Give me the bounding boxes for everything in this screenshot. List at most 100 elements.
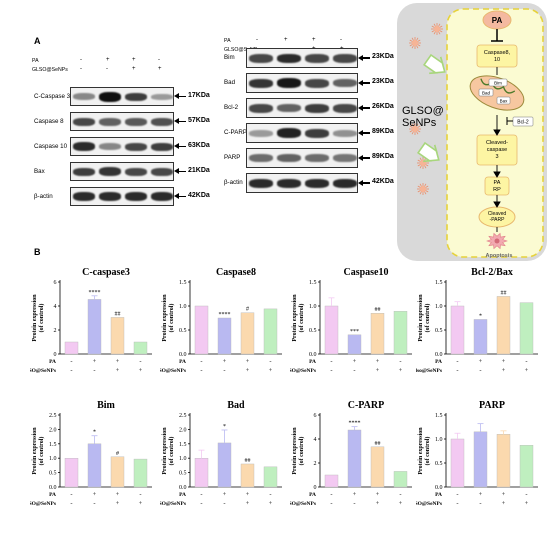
treatment-sign: -: [93, 500, 95, 507]
treatment-sign: -: [330, 367, 332, 374]
chart-ylabel: (of control): [298, 437, 305, 466]
blot-treatment-name: GLSO@SeNPs: [32, 67, 68, 73]
blot-arrow-icon: [360, 107, 370, 109]
blot-row-label: Caspase 8: [34, 117, 64, 125]
blot-band: [277, 178, 301, 188]
y-tick-label: 1.0: [309, 304, 317, 310]
bax-tag: [496, 96, 511, 105]
treatment-label: GLSO@SeNPs: [290, 368, 316, 374]
bim-tag: [488, 78, 508, 87]
significance-label: ##: [375, 307, 381, 313]
blot-band: [73, 192, 95, 201]
apoptosis-schematic: GLSO@ SeNPs PA Caspase8, 10 Bim Bad Bax Bc…: [397, 3, 547, 261]
treatment-label: PA: [179, 359, 186, 365]
bar: [64, 341, 79, 355]
blot-band: [151, 192, 173, 201]
treatment-sign: -: [70, 491, 72, 498]
chart-ylabel: Protein expression: [292, 427, 298, 475]
blot-row-kda: 26KDa: [372, 103, 394, 110]
chart-ylabel: Protein expression: [32, 294, 38, 342]
blot-arrow-head: [358, 104, 363, 111]
blot-arrow-head: [174, 118, 179, 124]
treatment-sign: +: [376, 491, 380, 498]
treatment-sign: -: [330, 491, 332, 498]
blot-band: [125, 92, 147, 101]
blot-band: [249, 103, 273, 113]
blot-treatment-sign: +: [284, 37, 288, 43]
treatment-sign: +: [93, 491, 97, 498]
treatment-sign: +: [116, 367, 120, 374]
y-tick-label: 2.0: [49, 427, 57, 433]
treatment-label: PA: [49, 492, 56, 498]
blot-row-kda: 23KDa: [372, 53, 394, 60]
treatment-label: PA: [309, 359, 316, 365]
blot-row-label: Bad: [224, 79, 236, 86]
blot-band: [249, 178, 273, 188]
chart-title: PARP: [479, 400, 505, 411]
blot-arrow-head: [358, 79, 363, 86]
blot-band: [151, 117, 173, 126]
blot-arrow-icon: [176, 120, 186, 122]
chart-title: Bcl-2/Bax: [471, 267, 513, 278]
treatment-sign: +: [116, 358, 120, 365]
bar: [133, 458, 148, 488]
chart-title: Caspase8: [216, 267, 256, 278]
blot-treatment-name: GLSO@SeNPs: [224, 47, 260, 53]
bar: [110, 456, 125, 488]
blot-arrow-head: [358, 54, 363, 61]
treatment-sign: -: [93, 367, 95, 374]
treatment-sign: +: [479, 491, 483, 498]
bar: [370, 313, 385, 355]
blot-band: [249, 129, 273, 137]
treatment-sign: -: [479, 500, 481, 507]
blot-band: [125, 192, 147, 201]
cell-membrane-dashes: [446, 8, 544, 258]
y-tick-label: 0.0: [435, 352, 443, 358]
blot-band: [73, 93, 95, 100]
bar-chart-0: C-caspase3 Protein expression (of control)…: [30, 267, 152, 374]
blot-row-kda: 21KDa: [188, 166, 210, 174]
y-tick-label: 2: [54, 328, 57, 334]
chart-ylabel: (of control): [168, 437, 175, 466]
treatment-sign: -: [525, 491, 527, 498]
arrow-group: [417, 53, 446, 163]
y-tick-label: 1.0: [435, 437, 443, 443]
blot-band: [305, 78, 329, 88]
y-tick-label: 1.5: [435, 280, 443, 286]
treatment-sign: -: [353, 367, 355, 374]
blot-treatment-sign: +: [132, 57, 136, 63]
blot-treatment-sign: -: [80, 66, 82, 72]
y-tick-label: 0.5: [435, 461, 443, 467]
nanoparticle-icon: [409, 37, 421, 49]
bar: [263, 466, 278, 488]
chart-ylabel: Protein expression: [418, 427, 424, 475]
y-tick-label: 1.0: [179, 304, 187, 310]
bar: [64, 458, 79, 488]
chart-ylabel: (of control): [424, 437, 431, 466]
treatment-sign: -: [200, 367, 202, 374]
blot-band: [99, 91, 121, 102]
bar: [496, 296, 511, 355]
blot-strip: [246, 123, 358, 143]
nanoparticle-group: [409, 23, 443, 195]
blot-band: [99, 192, 121, 201]
treatment-label: GLSO@SeNPs: [416, 501, 442, 507]
chart-title: C-caspase3: [82, 267, 130, 278]
treatment-sign: -: [330, 358, 332, 365]
treatment-sign: +: [246, 500, 250, 507]
treatment-sign: -: [456, 500, 458, 507]
blot-band: [125, 117, 147, 126]
blot-arrow-head: [358, 129, 363, 136]
blot-strip: [70, 187, 174, 206]
y-tick-label: 0.5: [309, 328, 317, 334]
bar: [133, 341, 148, 355]
treatment-sign: +: [246, 367, 250, 374]
blot-band: [277, 128, 301, 138]
significance-label: ##: [115, 311, 121, 317]
blot-treatment-name: PA: [32, 58, 39, 64]
chart-ylabel: Protein expression: [418, 294, 424, 342]
treatment-sign: +: [116, 500, 120, 507]
blot-strip: [246, 98, 358, 118]
blot-band: [99, 117, 121, 126]
bar: [347, 334, 362, 355]
